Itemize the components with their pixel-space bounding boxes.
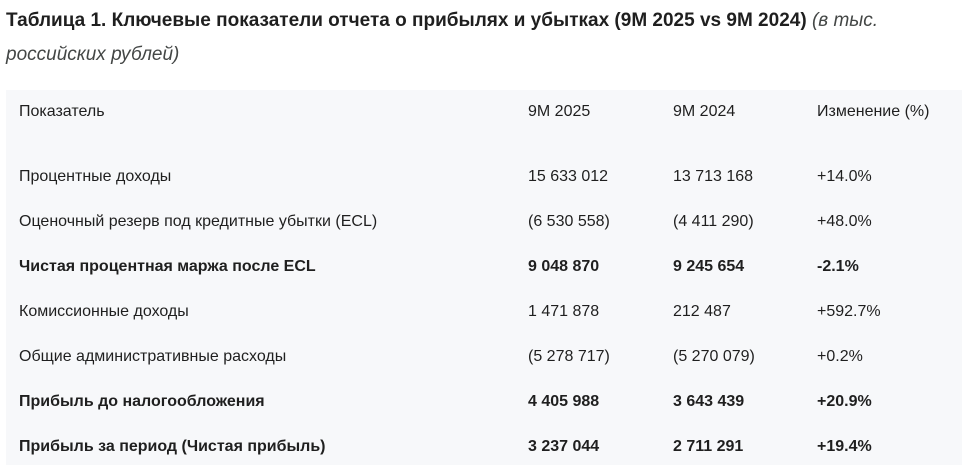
- row-value-2025: 4 405 988: [528, 393, 600, 410]
- row-value-2025: (5 278 717): [528, 348, 610, 365]
- row-change: +20.9%: [817, 393, 872, 410]
- row-change: -2.1%: [817, 258, 859, 275]
- table-row: Прибыль за период (Чистая прибыль) 3 237…: [6, 435, 962, 459]
- row-value-2024: (5 270 079): [673, 348, 755, 365]
- table-row: Оценочный резерв под кредитные убытки (E…: [6, 210, 962, 234]
- row-indicator: Комиссионные доходы: [19, 303, 189, 320]
- caption-title: Таблица 1. Ключевые показатели отчета о …: [6, 10, 807, 31]
- table-row: Чистая процентная маржа после ECL 9 048 …: [6, 255, 962, 279]
- row-indicator: Прибыль за период (Чистая прибыль): [19, 438, 326, 455]
- row-indicator: Чистая процентная маржа после ECL: [19, 258, 316, 275]
- table-row: Процентные доходы 15 633 012 13 713 168 …: [6, 165, 962, 189]
- row-change: +14.0%: [817, 168, 872, 185]
- table-row: Комиссионные доходы 1 471 878 212 487 +5…: [6, 300, 962, 324]
- table-caption: Таблица 1. Ключевые показатели отчета о …: [6, 4, 956, 72]
- row-value-2025: 3 237 044: [528, 438, 600, 455]
- row-change: +19.4%: [817, 438, 872, 455]
- caption-units: (в тыс. российских рублей): [6, 10, 879, 65]
- row-change: +48.0%: [817, 213, 872, 230]
- row-indicator: Прибыль до налогообложения: [19, 393, 265, 410]
- header-9m-2024: 9M 2024: [673, 103, 736, 120]
- row-value-2025: 15 633 012: [528, 168, 609, 185]
- row-indicator: Оценочный резерв под кредитные убытки (E…: [19, 213, 378, 230]
- table-header-row: Показатель 9M 2025 9M 2024 Изменение (%): [6, 100, 962, 124]
- row-value-2024: (4 411 290): [673, 213, 754, 230]
- table-row: Прибыль до налогообложения 4 405 988 3 6…: [6, 390, 962, 414]
- row-indicator: Общие административные расходы: [19, 348, 287, 365]
- row-value-2024: 9 245 654: [673, 258, 745, 275]
- row-value-2025: (6 530 558): [528, 213, 610, 230]
- table-row: Общие административные расходы (5 278 71…: [6, 345, 962, 369]
- row-value-2024: 3 643 439: [673, 393, 745, 410]
- row-change: +0.2%: [817, 348, 863, 365]
- row-change: +592.7%: [817, 303, 881, 320]
- header-change: Изменение (%): [817, 103, 930, 120]
- row-value-2024: 2 711 291: [673, 438, 744, 455]
- row-value-2024: 13 713 168: [673, 168, 754, 185]
- row-value-2025: 1 471 878: [528, 303, 600, 320]
- pnl-table: Показатель 9M 2025 9M 2024 Изменение (%)…: [6, 90, 962, 465]
- row-value-2024: 212 487: [673, 303, 731, 320]
- header-indicator: Показатель: [19, 103, 105, 120]
- row-value-2025: 9 048 870: [528, 258, 600, 275]
- header-9m-2025: 9M 2025: [528, 103, 591, 120]
- row-indicator: Процентные доходы: [19, 168, 172, 185]
